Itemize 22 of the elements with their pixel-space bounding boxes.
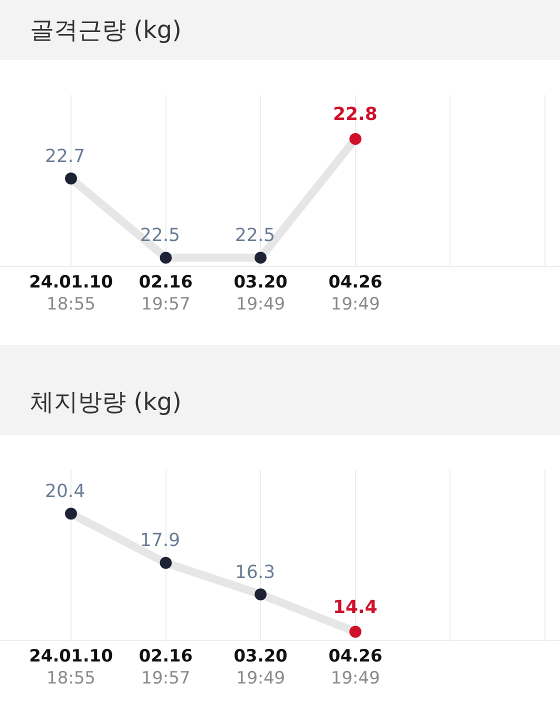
- chart-title: 체지방량 (kg): [30, 388, 182, 416]
- data-label: 22.7: [45, 146, 86, 167]
- x-tick-label: 02.16 19:57: [138, 272, 193, 314]
- point: [160, 556, 172, 569]
- x-tick-label: 03.20 19:49: [234, 646, 288, 688]
- data-label: 20.4: [45, 481, 86, 502]
- x-tick-label: 04.26 19:49: [328, 646, 382, 688]
- x-tick-label: 03.20 19:49: [234, 272, 288, 314]
- data-label: 22.5: [235, 225, 276, 246]
- data-label: 22.8: [333, 104, 378, 125]
- data-label: 22.5: [140, 225, 180, 246]
- x-tick-label: 24.01.10 18:55: [29, 646, 114, 688]
- point: [65, 508, 77, 520]
- data-label: 16.3: [235, 562, 276, 583]
- point: [349, 626, 362, 638]
- x-tick-label: 04.26 19:49: [328, 272, 382, 314]
- data-label: 14.4: [333, 597, 378, 618]
- point: [254, 588, 267, 600]
- data-label: 17.9: [140, 530, 180, 551]
- x-tick-label: 24.01.10 18:55: [29, 272, 114, 314]
- chart-title: 골격근량 (kg): [30, 16, 182, 44]
- x-tick-label: 02.16 19:57: [138, 646, 193, 688]
